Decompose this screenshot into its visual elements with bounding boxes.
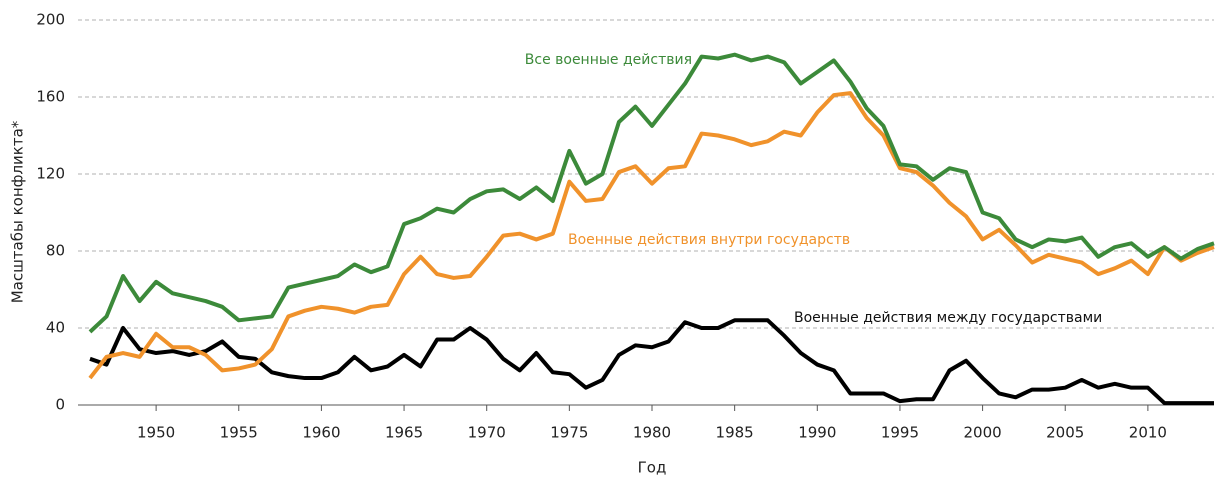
series-label: Все военные действия bbox=[525, 52, 692, 68]
series-label: Военные действия внутри государств bbox=[568, 232, 850, 248]
x-tick-label: 1955 bbox=[220, 424, 258, 442]
y-tick-label: 40 bbox=[46, 319, 65, 337]
series-line bbox=[88, 91, 1215, 380]
x-tick-label: 1970 bbox=[468, 424, 506, 442]
x-tick-label: 1975 bbox=[550, 424, 588, 442]
x-tick-label: 1995 bbox=[881, 424, 919, 442]
y-tick-label: 120 bbox=[36, 165, 65, 183]
series-line bbox=[88, 52, 1215, 334]
x-tick-label: 1985 bbox=[716, 424, 754, 442]
x-tick-label: 1965 bbox=[385, 424, 423, 442]
x-tick-label: 1980 bbox=[633, 424, 671, 442]
y-tick-label: 200 bbox=[36, 11, 65, 29]
x-tick-label: 2010 bbox=[1129, 424, 1167, 442]
series-label: Военные действия между государствами bbox=[794, 310, 1102, 326]
x-tick-label: 2000 bbox=[963, 424, 1001, 442]
x-tick-label: 1990 bbox=[798, 424, 836, 442]
x-tick-label: 2005 bbox=[1046, 424, 1084, 442]
y-tick-label: 80 bbox=[46, 242, 65, 260]
x-tick-label: 1960 bbox=[302, 424, 340, 442]
x-axis-label: Год bbox=[638, 459, 667, 477]
y-tick-label: 160 bbox=[36, 88, 65, 106]
y-axis-label: Масштабы конфликта* bbox=[9, 120, 27, 303]
series-line bbox=[89, 318, 1214, 406]
x-tick-label: 1950 bbox=[137, 424, 175, 442]
y-tick-label: 0 bbox=[55, 396, 65, 414]
